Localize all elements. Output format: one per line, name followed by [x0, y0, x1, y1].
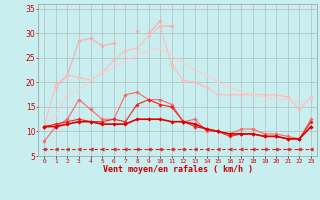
X-axis label: Vent moyen/en rafales ( km/h ): Vent moyen/en rafales ( km/h ): [103, 165, 252, 174]
